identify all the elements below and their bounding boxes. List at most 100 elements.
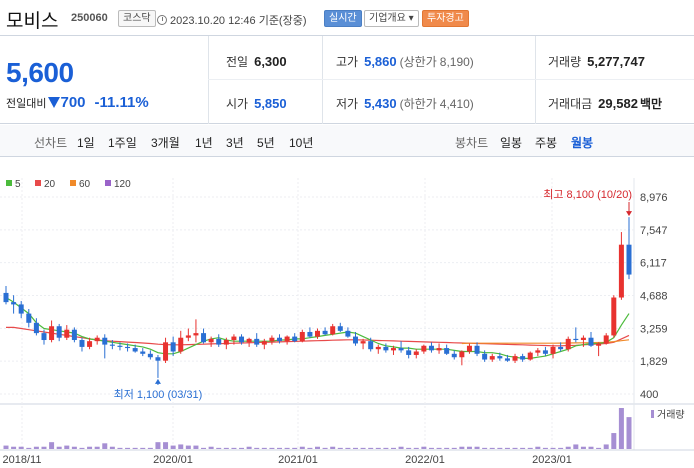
tab-10year[interactable]: 10년	[289, 136, 314, 150]
investment-warning-badge: 투자경고	[422, 10, 469, 27]
volume-bar	[201, 447, 207, 449]
volume-bar	[542, 447, 548, 449]
volume-bar	[512, 447, 518, 449]
min-arrow-icon	[154, 378, 161, 384]
candle-body	[246, 338, 252, 343]
volume-bar	[208, 446, 214, 449]
clock-icon	[157, 15, 167, 25]
quote-datetime-text: 2023.10.20 12:46 기준(장중)	[170, 15, 307, 27]
legend-label-120: 120	[114, 179, 131, 190]
candle-body	[125, 346, 131, 349]
volume-bar	[474, 446, 480, 449]
open-cell: 시가 5,850	[226, 96, 287, 111]
tab-3month[interactable]: 3개월	[151, 136, 180, 150]
volume-bar	[368, 447, 374, 449]
tab-monthly-candle[interactable]: 월봉	[571, 136, 594, 150]
candle-body	[11, 302, 17, 305]
high-cell: 고가 5,860 (상한가 8,190)	[336, 54, 474, 69]
volume-bar	[504, 447, 510, 449]
volume-bar	[603, 444, 609, 449]
candle-body	[178, 337, 184, 352]
candle-body	[261, 341, 267, 345]
candle-body	[444, 348, 450, 354]
tab-3year[interactable]: 3년	[226, 136, 244, 150]
candle-body	[284, 336, 290, 342]
tab-1day[interactable]: 1일	[77, 136, 95, 150]
volume-bar	[193, 445, 199, 449]
candle-body	[269, 337, 275, 342]
candle-body	[315, 330, 320, 337]
candle-body	[550, 346, 556, 354]
divider	[208, 79, 694, 80]
down-triangle-icon	[48, 97, 61, 108]
volume-bar	[170, 445, 176, 449]
volume-bar	[94, 446, 100, 449]
volume-bar	[337, 447, 343, 449]
lower-limit-value: 4,410)	[439, 97, 474, 111]
candle-body	[436, 348, 442, 351]
change-label: 전일대비	[6, 98, 47, 110]
volume-bar	[117, 447, 123, 449]
volume-bar	[375, 447, 381, 449]
volume-bar	[489, 447, 495, 449]
low-cell: 저가 5,430 (하한가 4,410)	[336, 96, 474, 111]
candle-body	[497, 356, 503, 359]
volume-bar	[223, 447, 229, 449]
volume-bar	[18, 446, 24, 449]
candle-body	[345, 330, 351, 337]
realtime-button[interactable]: 실시간	[324, 10, 362, 27]
min-price-annotation: 최저 1,100 (03/31)	[114, 388, 203, 401]
candle-body	[466, 345, 472, 352]
volume-bar	[147, 447, 153, 449]
candle-body	[368, 341, 374, 350]
candle-body	[565, 338, 571, 350]
volume-bar	[11, 446, 17, 449]
tab-5year[interactable]: 5년	[257, 136, 275, 150]
divider	[535, 36, 536, 124]
volume-bar	[550, 447, 556, 449]
volume-bar	[466, 446, 472, 449]
candle-body	[520, 356, 526, 360]
candle-body	[18, 304, 24, 314]
volume-bar	[580, 446, 586, 449]
candle-body	[504, 358, 510, 361]
price-change: 전일대비 700 -11.11%	[6, 94, 149, 111]
volume-bar	[345, 447, 351, 449]
volume-bar	[626, 417, 632, 449]
high-value: 5,860	[364, 54, 397, 69]
y-tick-label: 8,976	[640, 192, 668, 204]
line-chart-label: 선차트	[34, 136, 68, 150]
tab-1week[interactable]: 1주일	[108, 136, 137, 150]
volume-bar	[284, 447, 290, 449]
stock-code: 250060	[71, 12, 108, 24]
volume-bar	[588, 446, 594, 449]
candle-body	[41, 333, 47, 341]
volume-bar	[87, 446, 93, 449]
legend-swatch-120	[105, 180, 111, 186]
candle-body	[87, 341, 93, 347]
volume-bar	[299, 446, 305, 449]
candle-body	[147, 353, 153, 358]
volume-bar	[459, 446, 465, 449]
volume-bar	[611, 433, 617, 449]
y-tick-label: 400	[640, 389, 658, 401]
upper-limit-value: 8,190)	[439, 55, 474, 69]
candle-body	[360, 341, 366, 344]
candle-body	[94, 337, 100, 342]
volume-bar	[436, 447, 442, 449]
amount-value: 29,582	[598, 96, 638, 111]
corp-info-dropdown[interactable]: 기업개요 ▾	[364, 10, 419, 27]
volume-bar	[307, 447, 313, 449]
candle-body	[474, 345, 480, 354]
volume-bar	[56, 446, 62, 449]
volume-bar	[254, 447, 260, 449]
tab-weekly-candle[interactable]: 주봉	[535, 136, 558, 150]
tab-daily-candle[interactable]: 일봉	[500, 136, 523, 150]
volume-bar	[3, 445, 9, 449]
volume-bar	[185, 445, 191, 449]
x-tick-label: 2021/01	[278, 454, 318, 466]
candle-body	[375, 346, 381, 350]
volume-bar	[231, 447, 237, 449]
volume-bar	[292, 447, 298, 449]
tab-1year[interactable]: 1년	[195, 136, 213, 150]
